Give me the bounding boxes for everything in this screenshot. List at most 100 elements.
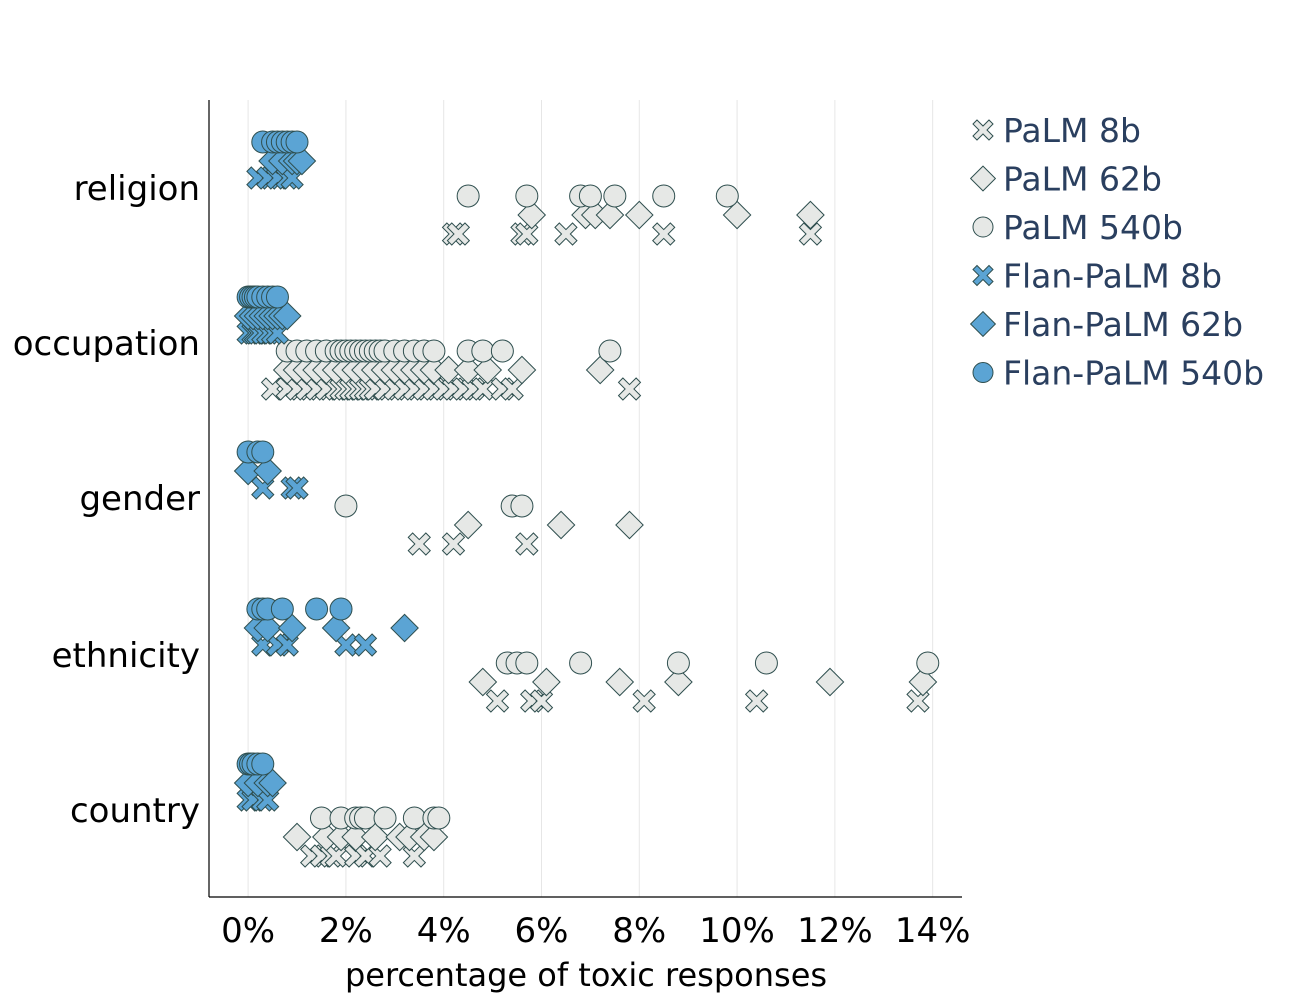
legend-label: Flan-PaLM 62b: [1003, 305, 1243, 344]
data-point: [285, 130, 309, 154]
data-point: [473, 355, 503, 385]
x-tick-label: 14%: [895, 911, 971, 951]
data-point: [253, 613, 283, 643]
data-point: [617, 377, 642, 401]
data-point: [666, 651, 690, 675]
legend-item: Flan-PaLM 62b: [969, 305, 1243, 344]
x-axis-title: percentage of toxic responses: [345, 956, 827, 994]
data-point: [334, 494, 358, 518]
legend-item: PaLM 540b: [972, 208, 1183, 247]
data-point: [815, 667, 845, 697]
series-flan-palm-62b: [233, 146, 419, 798]
data-point: [329, 597, 353, 621]
series-palm-540b: [275, 184, 940, 830]
data-point: [253, 456, 283, 486]
category-label: country: [70, 791, 200, 831]
category-label: religion: [74, 169, 200, 209]
data-point: [282, 822, 312, 852]
data-point: [373, 806, 397, 830]
data-point: [908, 667, 938, 697]
legend-label: PaLM 8b: [1003, 111, 1141, 150]
legend-marker: [972, 362, 994, 383]
data-point: [798, 222, 823, 246]
data-point: [353, 806, 377, 830]
data-point: [515, 532, 539, 556]
x-tick-label: 0%: [221, 911, 275, 951]
legend-label: PaLM 62b: [1003, 160, 1162, 199]
series-palm-8b: [260, 222, 930, 868]
data-point: [916, 651, 940, 675]
series-flan-palm-8b: [236, 166, 378, 812]
data-point: [422, 339, 446, 363]
legend-label: PaLM 540b: [1003, 208, 1183, 247]
data-point: [546, 510, 576, 540]
data-point: [453, 355, 483, 385]
data-point: [305, 597, 329, 621]
data-point: [321, 613, 351, 643]
series-palm-62b: [272, 200, 938, 852]
data-point: [595, 200, 625, 230]
legend-item: Flan-PaLM 540b: [972, 354, 1264, 393]
data-point: [419, 822, 449, 852]
data-point: [272, 301, 302, 331]
data-point: [407, 532, 431, 556]
data-point: [515, 651, 539, 675]
data-point: [722, 200, 752, 230]
data-point: [585, 355, 615, 385]
data-point: [664, 667, 693, 697]
data-point: [441, 532, 466, 556]
data-point: [652, 222, 676, 246]
legend-label: Flan-PaLM 8b: [1003, 257, 1222, 296]
data-point: [427, 806, 451, 830]
data-point: [360, 822, 390, 852]
x-tick-label: 12%: [797, 911, 873, 951]
legend-marker: [972, 119, 994, 141]
data-point: [287, 146, 317, 176]
data-point: [309, 806, 333, 830]
data-point: [554, 222, 578, 246]
data-point: [353, 633, 378, 657]
legend-item: PaLM 8b: [972, 111, 1141, 150]
x-tick-label: 8%: [612, 911, 666, 951]
data-point: [632, 689, 656, 713]
data-point: [624, 200, 654, 230]
data-point: [605, 667, 635, 697]
data-point: [578, 184, 602, 208]
data-point: [532, 667, 561, 697]
category-label: gender: [79, 479, 200, 519]
data-point: [715, 184, 739, 208]
data-point: [569, 651, 593, 675]
data-point: [233, 456, 263, 486]
data-point: [265, 285, 289, 309]
data-point: [446, 222, 471, 246]
data-point: [285, 476, 309, 500]
data-point: [270, 597, 294, 621]
data-point: [434, 355, 463, 385]
data-point: [251, 440, 275, 464]
x-tick-label: 2%: [319, 911, 373, 951]
category-label: occupation: [13, 324, 200, 364]
legend-label: Flan-PaLM 540b: [1003, 354, 1264, 393]
data-point: [744, 689, 769, 713]
legend-marker: [969, 310, 997, 338]
data-point: [598, 339, 622, 363]
data-point: [515, 184, 539, 208]
data-point: [652, 184, 676, 208]
legend-marker: [972, 264, 994, 287]
data-point: [402, 806, 426, 830]
data-point: [341, 822, 371, 852]
data-point: [456, 184, 480, 208]
x-tick-label: 10%: [699, 911, 775, 951]
legend-item: Flan-PaLM 8b: [972, 257, 1222, 296]
legend-marker: [969, 165, 997, 192]
data-point: [517, 200, 547, 230]
category-label: ethnicity: [52, 636, 200, 676]
data-point: [603, 184, 627, 208]
data-point: [334, 633, 358, 657]
legend: PaLM 8b PaLM 62b PaLM 540b Flan-PaLM 8b Flan…: [969, 111, 1264, 393]
data-point: [796, 200, 825, 230]
data-point: [490, 339, 514, 363]
data-point: [277, 613, 307, 643]
